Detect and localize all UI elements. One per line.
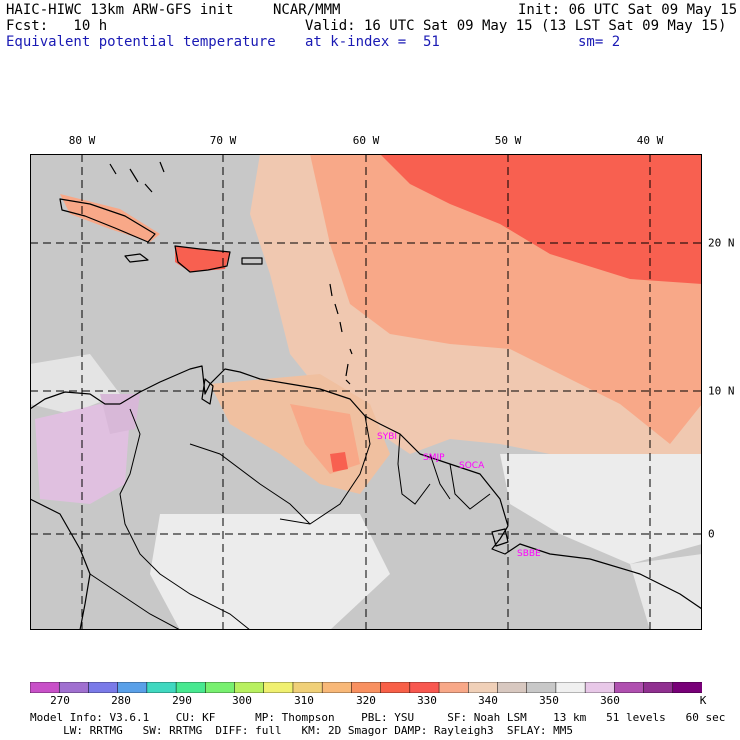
model-title: HAIC-HIWC 13km ARW-GFS init [6, 2, 234, 18]
lon-label-80w: 80 W [68, 134, 96, 147]
model-info-line1: Model Info: V3.6.1 CU: KF MP: Thompson P… [30, 711, 726, 724]
colorbar-label-280: 280 [111, 694, 131, 707]
colorbar-swatch-22 [672, 682, 702, 693]
init-time: Init: 06 UTC Sat 09 May 15 [518, 2, 738, 18]
colorbar-label-300: 300 [232, 694, 252, 707]
colorbar-swatch-10 [321, 682, 353, 693]
colorbar-label-340: 340 [478, 694, 498, 707]
colorbar-swatch-12 [380, 682, 411, 693]
colorbar [30, 682, 702, 693]
colorbar-swatch-5 [175, 682, 207, 693]
field-title: Equivalent potential temperature [6, 34, 276, 50]
lat-label-0: 0 [708, 527, 715, 541]
colorbar-unit: K [699, 694, 707, 707]
colorbar-swatch-11 [351, 682, 382, 693]
forecast-hour: Fcst: 10 h [6, 18, 108, 34]
field-zone-hispaniola [175, 246, 230, 272]
valid-time: Valid: 16 UTC Sat 09 May 15 (13 LST Sat … [305, 18, 727, 34]
colorbar-swatch-6 [205, 682, 236, 693]
colorbar-swatch-7 [234, 682, 265, 693]
lat-lon-grid [30, 154, 702, 630]
colorbar-label-270: 270 [50, 694, 70, 707]
colorbar-swatch-2 [88, 682, 119, 693]
smoothing-label: sm= 2 [578, 34, 621, 50]
colorbar-swatch-18 [555, 682, 586, 693]
field-zone-cuba [60, 194, 160, 242]
theta-e-map: SYBI SMJP SOCA SBBE [30, 154, 702, 630]
coastlines [30, 161, 702, 630]
city-label-soca: SOCA [459, 461, 485, 471]
field-patch-white-1 [500, 454, 702, 564]
colorbar-swatch-16 [497, 682, 528, 693]
colorbar-swatch-4 [146, 682, 177, 693]
city-label-sybi: SYBI [377, 432, 397, 442]
lon-label-40w: 40 W [636, 134, 664, 147]
colorbar-label-310: 310 [294, 694, 314, 707]
country-borders [89, 408, 491, 630]
colorbar-swatch-21 [643, 682, 674, 693]
field-zone-330 [380, 154, 702, 284]
colorbar-label-290: 290 [172, 694, 192, 707]
lon-label-60w: 60 W [352, 134, 380, 147]
map-frame [30, 154, 702, 630]
colorbar-swatch-0 [30, 682, 60, 693]
colorbar-swatch-19 [584, 682, 616, 693]
model-info-line2: LW: RRTMG SW: RRTMG DIFF: full KM: 2D Sm… [30, 724, 574, 737]
city-label-sbbe: SBBE [517, 549, 541, 559]
field-zone-hotspot [330, 452, 348, 472]
colorbar-swatch-8 [263, 682, 294, 693]
colorbar-label-320: 320 [356, 694, 376, 707]
institution: NCAR/MMM [273, 2, 341, 18]
lon-label-50w: 50 W [494, 134, 522, 147]
colorbar-swatch-3 [117, 682, 148, 693]
lon-label-70w: 70 W [209, 134, 237, 147]
colorbar-swatch-14 [438, 682, 470, 693]
colorbar-swatch-9 [292, 682, 323, 693]
field-patch-white-3 [630, 554, 702, 630]
lat-label-20n: 20 N [708, 236, 735, 250]
colorbar-label-350: 350 [539, 694, 559, 707]
colorbar-label-360: 360 [600, 694, 620, 707]
colorbar-swatch-13 [409, 682, 440, 693]
colorbar-swatch-20 [614, 682, 645, 693]
field-patch-white-2 [150, 514, 390, 630]
colorbar-swatch-17 [526, 682, 557, 693]
level-label: at k-index = 51 [305, 34, 440, 50]
colorbar-label-330: 330 [417, 694, 437, 707]
lat-label-10n: 10 N [708, 384, 735, 398]
city-label-smjp: SMJP [423, 453, 445, 463]
colorbar-swatch-1 [58, 682, 90, 693]
colorbar-swatch-15 [468, 682, 499, 693]
